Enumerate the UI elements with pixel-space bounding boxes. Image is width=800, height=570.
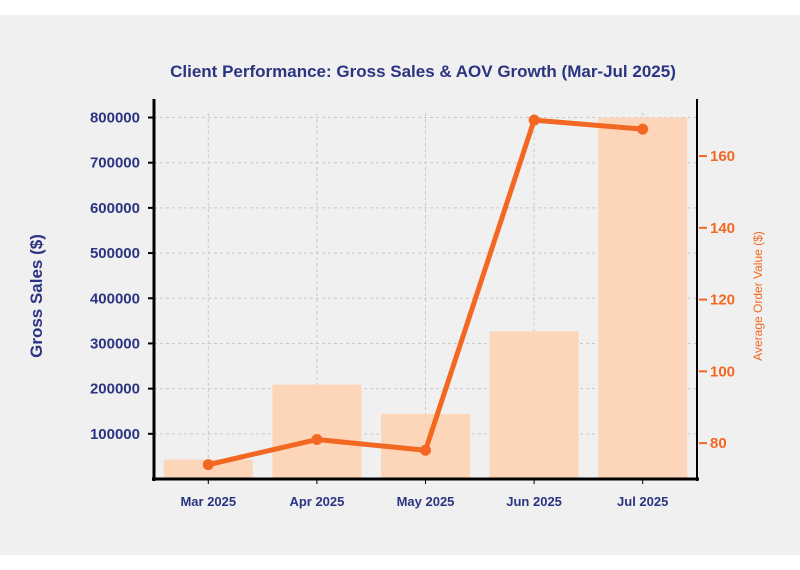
aov-point xyxy=(202,459,214,471)
left-tick-label: 700000 xyxy=(90,155,140,172)
x-tick-label: Jul 2025 xyxy=(617,494,668,509)
left-axis-label: Gross Sales ($) xyxy=(27,234,46,358)
right-tick-label: 80 xyxy=(710,435,727,452)
x-tick-label: May 2025 xyxy=(397,494,455,509)
chart-title: Client Performance: Gross Sales & AOV Gr… xyxy=(170,62,676,81)
x-tick-label: Jun 2025 xyxy=(506,494,562,509)
right-tick-label: 140 xyxy=(710,220,735,237)
bar-gross-sales xyxy=(272,384,362,479)
left-tick-label: 600000 xyxy=(90,200,140,217)
right-tick-label: 160 xyxy=(710,148,735,165)
aov-point xyxy=(311,434,323,446)
left-tick-label: 500000 xyxy=(90,245,140,262)
aov-point xyxy=(420,444,431,456)
left-tick-label: 200000 xyxy=(90,381,140,398)
chart-container: Client Performance: Gross Sales & AOV Gr… xyxy=(0,15,800,555)
aov-point xyxy=(528,114,540,126)
left-tick-label: 400000 xyxy=(90,290,140,307)
left-tick-label: 100000 xyxy=(90,426,140,443)
left-tick-label: 300000 xyxy=(90,335,140,352)
right-axis-label: Average Order Value ($) xyxy=(751,231,765,361)
x-tick-label: Apr 2025 xyxy=(289,494,344,509)
chart-svg: Client Performance: Gross Sales & AOV Gr… xyxy=(27,62,765,509)
aov-point xyxy=(637,123,649,135)
right-tick-label: 120 xyxy=(710,292,735,309)
bar-gross-sales xyxy=(489,331,579,479)
right-tick-label: 100 xyxy=(710,363,735,380)
x-tick-label: Mar 2025 xyxy=(180,494,236,509)
bar-gross-sales xyxy=(598,117,688,479)
left-tick-label: 800000 xyxy=(90,110,140,127)
